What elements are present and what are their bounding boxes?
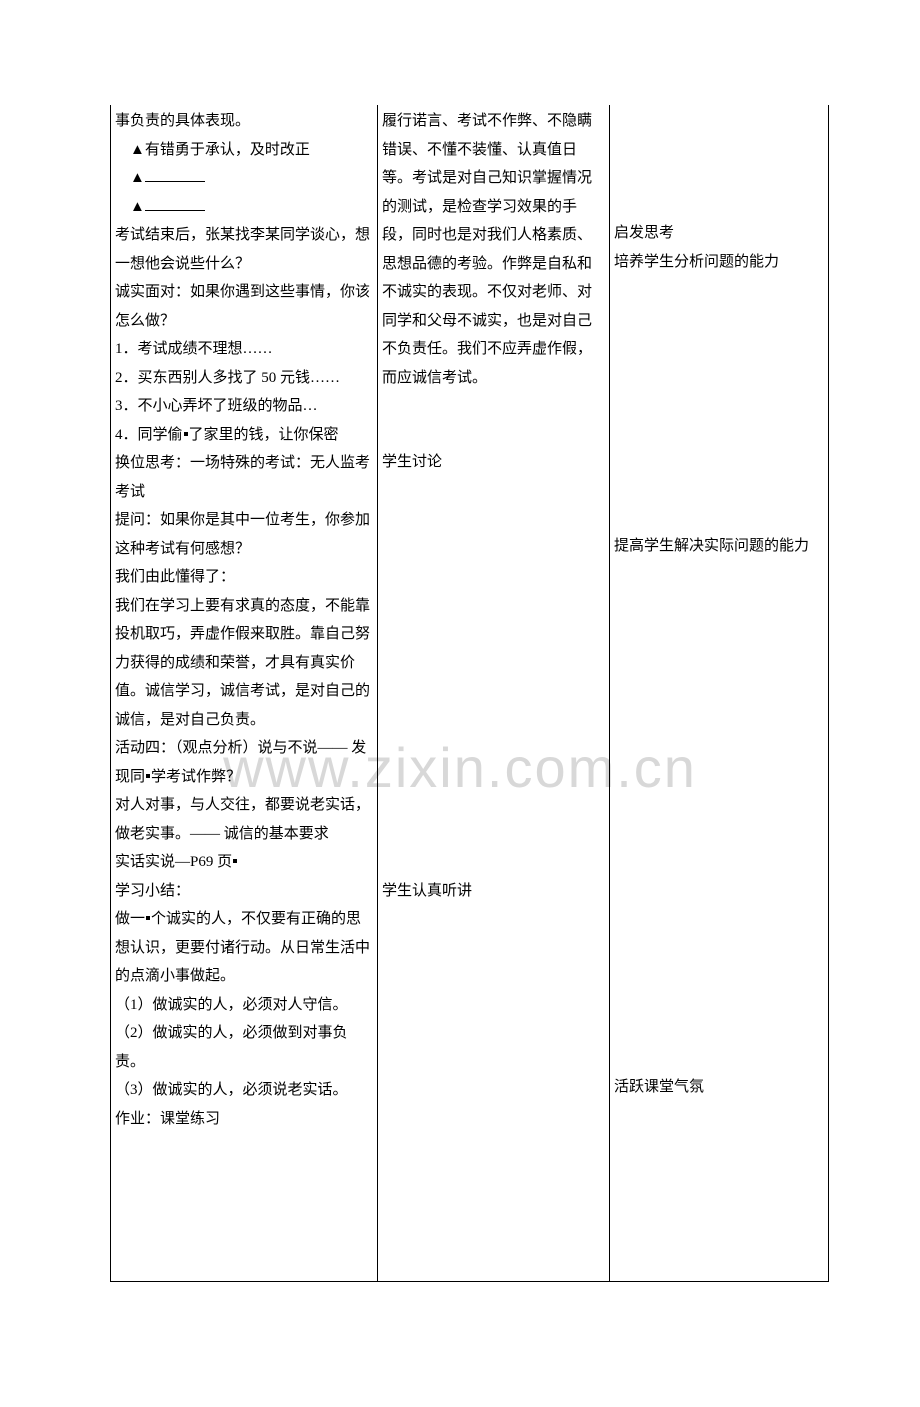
text-span: 4．同学偷 (115, 427, 183, 443)
text-line: 我们由此懂得了： (115, 563, 373, 592)
text-line: （3）做诚实的人，必须说老实话。 (115, 1076, 373, 1105)
text-line: 对人对事，与人交往，都要说老实话，做老实事。—— 诚信的基本要求 (115, 791, 373, 848)
spacer (614, 961, 824, 1017)
table-row: 事负责的具体表现。 ▲有错勇于承认，及时改正 ▲ ▲ 考试结束后，张某找李某同学… (111, 105, 829, 1282)
text-span: 实话实说—P69 页 (115, 854, 232, 870)
text-span: 学考试作弊？ (151, 769, 241, 785)
spacer (614, 107, 824, 163)
text-line: 4．同学偷了家里的钱，让你保密 (115, 421, 373, 450)
text-line: ▲有错勇于承认，及时改正 (115, 136, 373, 165)
text-line: 3．不小心弄坏了班级的物品… (115, 392, 373, 421)
text-line: 实话实说—P69 页 (115, 848, 373, 877)
text-line: 履行诺言、考试不作弊、不隐瞒错误、不懂不装懂、认真值日等。考试是对自己知识掌握情… (382, 107, 605, 392)
spacer (115, 1133, 373, 1161)
text-line: 作业：课堂练习 (115, 1105, 373, 1134)
text-span: 了家里的钱，让你保密 (189, 427, 339, 443)
column-student-activity: 履行诺言、考试不作弊、不隐瞒错误、不懂不装懂、认真值日等。考试是对自己知识掌握情… (378, 105, 610, 1282)
text-line: 学生讨论 (382, 448, 605, 477)
spacer (382, 677, 605, 877)
dot-marker (146, 916, 150, 920)
text-line: 1．考试成绩不理想…… (115, 335, 373, 364)
text-line: （1）做诚实的人，必须对人守信。 (115, 991, 373, 1020)
dot-marker (146, 774, 150, 778)
spacer (614, 1017, 824, 1073)
spacer (614, 276, 824, 476)
blank-underline (145, 166, 205, 182)
text-span: 做一 (115, 911, 145, 927)
dot-marker (184, 432, 188, 436)
text-line: 提问：如果你是其中一位考生，你参加这种考试有何感想？ (115, 506, 373, 563)
text-line: ▲ (115, 164, 373, 193)
spacer (382, 392, 605, 448)
dot-marker (233, 859, 237, 863)
spacer (614, 476, 824, 532)
text-line: 学习小结： (115, 877, 373, 906)
text-line: 事负责的具体表现。 (115, 107, 373, 136)
page-container: www.zixin.com.cn 事负责的具体表现。 ▲有错勇于承认，及时改正 … (0, 105, 920, 1407)
text-line: 活跃课堂气氛 (614, 1073, 824, 1102)
column-purpose: 启发思考 培养学生分析问题的能力 提高学生解决实际问题的能力 活跃课堂气氛 (610, 105, 829, 1282)
text-line: 我们在学习上要有求真的态度，不能靠投机取巧，弄虚作假来取胜。靠自己努力获得的成绩… (115, 592, 373, 735)
text-line: 考试结束后，张某找李某同学谈心，想一想他会说些什么？ (115, 221, 373, 278)
spacer (614, 163, 824, 219)
column-activities: 事负责的具体表现。 ▲有错勇于承认，及时改正 ▲ ▲ 考试结束后，张某找李某同学… (111, 105, 378, 1282)
triangle-marker: ▲ (130, 199, 145, 215)
text-line: ▲ (115, 193, 373, 222)
text-line: 做一个诚实的人，不仅要有正确的思想认识，更要付诸行动。从日常生活中的点滴小事做起… (115, 905, 373, 991)
text-line: 2．买东西别人多找了 50 元钱…… (115, 364, 373, 393)
spacer (614, 561, 824, 761)
text-line: 提高学生解决实际问题的能力 (614, 532, 824, 561)
text-line: 学生认真听讲 (382, 877, 605, 906)
triangle-marker: ▲ (130, 170, 145, 186)
text-line: 活动四：（观点分析）说与不说—— 发现同学考试作弊？ (115, 734, 373, 791)
spacer (614, 761, 824, 961)
spacer (115, 1217, 373, 1273)
content-table: 事负责的具体表现。 ▲有错勇于承认，及时改正 ▲ ▲ 考试结束后，张某找李某同学… (110, 105, 829, 1282)
text-line: （2）做诚实的人，必须做到对事负责。 (115, 1019, 373, 1076)
text-line: 换位思考：一场特殊的考试：无人监考考试 (115, 449, 373, 506)
text-span: 个诚实的人，不仅要有正确的思想认识，更要付诸行动。从日常生活中的点滴小事做起。 (115, 911, 370, 984)
text-line: 培养学生分析问题的能力 (614, 248, 824, 277)
blank-underline (145, 195, 205, 211)
text-line: 启发思考 (614, 219, 824, 248)
spacer (382, 477, 605, 677)
text-line: 诚实面对：如果你遇到这些事情，你该怎么做？ (115, 278, 373, 335)
spacer (115, 1161, 373, 1217)
